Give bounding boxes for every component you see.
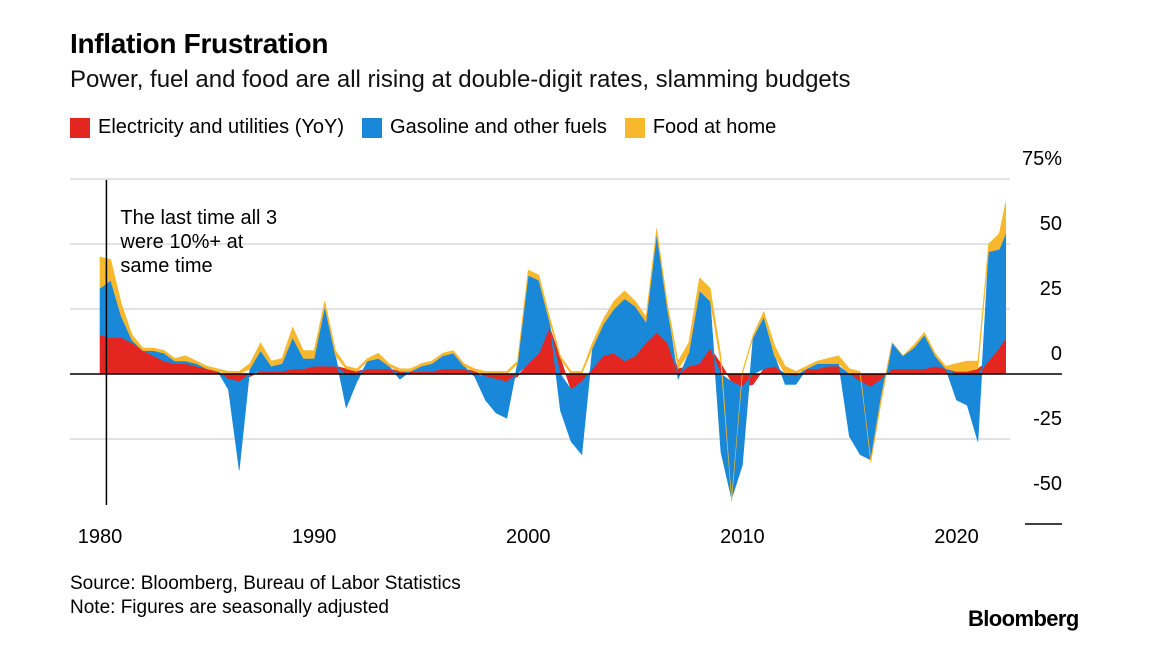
note-text: Note: Figures are seasonally adjusted (70, 597, 389, 618)
legend-item-food: Food at home (624, 116, 777, 139)
chart-subtitle: Power, fuel and food are all rising at d… (70, 66, 851, 93)
legend-label-gasoline: Gasoline and other fuels (390, 116, 607, 138)
legend-swatch-gasoline (362, 117, 383, 138)
annotation-text-1: were 10%+ at (119, 231, 243, 253)
legend-swatch-electricity (70, 117, 90, 138)
source-text: Source: Bloomberg, Bureau of Labor Stati… (70, 573, 461, 594)
legend-label-electricity: Electricity and utilities (YoY) (98, 116, 345, 138)
legend-item-gasoline: Gasoline and other fuels (362, 116, 607, 139)
x-tick-label-2: 2000 (506, 526, 551, 548)
x-axis-labels: 1980 1990 2000 2010 2020 (78, 526, 979, 548)
y-tick-label-4: -25 (1033, 408, 1062, 430)
annotation-text-0: The last time all 3 (120, 207, 277, 229)
y-tick-label-5: -50 (1033, 473, 1062, 495)
x-tick-label-3: 2010 (720, 526, 765, 548)
y-tick-label-2: 25 (1040, 278, 1062, 300)
legend-label-food: Food at home (652, 116, 777, 138)
legend-item-electricity: Electricity and utilities (YoY) (70, 116, 344, 139)
annotation-text-2: same time (120, 255, 212, 277)
chart-title: Inflation Frustration (70, 28, 329, 59)
y-tick-label-3: 0 (1051, 343, 1062, 365)
y-axis-labels: 75% 50 25 0 -25 -50 (1022, 148, 1062, 495)
chart-footer: Source: Bloomberg, Bureau of Labor Stati… (70, 572, 461, 620)
y-tick-label-0: 75% (1022, 148, 1062, 170)
x-tick-label-4: 2020 (934, 526, 979, 548)
series-area-0 (99, 326, 1006, 390)
bloomberg-logo: Bloomberg (968, 606, 1079, 631)
legend-swatch-food (624, 117, 645, 138)
x-tick-label-0: 1980 (78, 526, 123, 548)
y-tick-label-1: 50 (1040, 213, 1062, 235)
series-area-2 (99, 202, 1006, 502)
chart-legend: Electricity and utilities (YoY) Gasoline… (70, 116, 794, 139)
x-tick-label-1: 1990 (292, 526, 337, 548)
